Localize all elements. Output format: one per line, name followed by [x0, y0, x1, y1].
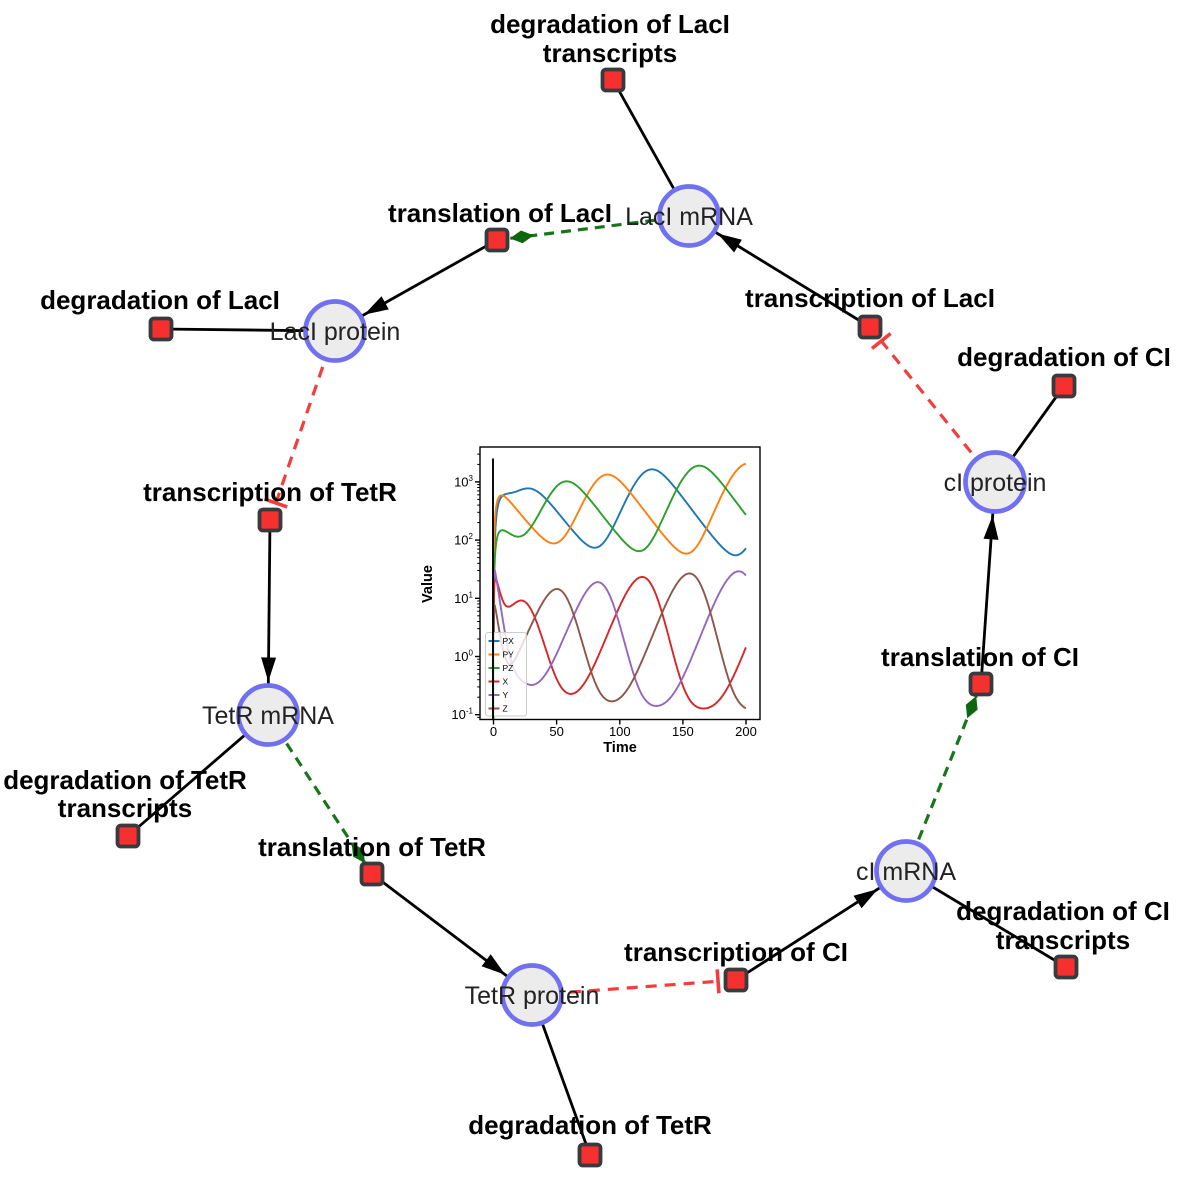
svg-text:X: X [503, 677, 509, 687]
svg-text:degradation of TetR: degradation of TetR [3, 765, 247, 795]
svg-text:transcripts: transcripts [58, 793, 192, 823]
svg-text:transcription of TetR: transcription of TetR [143, 477, 397, 507]
svg-text:Y: Y [503, 690, 509, 700]
svg-text:transcription of CI: transcription of CI [624, 937, 848, 967]
svg-text:Time: Time [603, 740, 637, 756]
svg-text:100: 100 [609, 724, 631, 739]
svg-text:LacI protein: LacI protein [270, 318, 401, 346]
svg-text:LacI mRNA: LacI mRNA [625, 203, 753, 231]
svg-text:translation of CI: translation of CI [881, 642, 1079, 672]
svg-text:translation of TetR: translation of TetR [258, 832, 486, 862]
svg-text:degradation of CI: degradation of CI [957, 342, 1171, 372]
svg-text:degradation of TetR: degradation of TetR [468, 1110, 712, 1140]
svg-text:TetR mRNA: TetR mRNA [202, 702, 334, 730]
svg-text:PX: PX [503, 636, 515, 646]
svg-text:degradation of CI: degradation of CI [956, 896, 1170, 926]
svg-text:150: 150 [672, 724, 694, 739]
svg-text:Z: Z [503, 704, 508, 714]
svg-text:cI mRNA: cI mRNA [856, 858, 956, 886]
svg-text:0: 0 [490, 724, 497, 739]
svg-text:PZ: PZ [503, 663, 514, 673]
svg-text:Value: Value [420, 565, 436, 603]
svg-text:degradation of LacI: degradation of LacI [490, 9, 730, 39]
svg-text:transcription of LacI: transcription of LacI [745, 283, 995, 313]
svg-text:cI protein: cI protein [944, 469, 1047, 497]
svg-text:transcripts: transcripts [543, 38, 677, 68]
svg-text:degradation of LacI: degradation of LacI [40, 285, 280, 315]
svg-text:50: 50 [549, 724, 563, 739]
svg-text:TetR protein: TetR protein [465, 982, 600, 1010]
svg-text:translation of LacI: translation of LacI [388, 198, 612, 228]
svg-text:200: 200 [735, 724, 757, 739]
svg-text:PY: PY [503, 650, 515, 660]
svg-text:transcripts: transcripts [996, 925, 1130, 955]
